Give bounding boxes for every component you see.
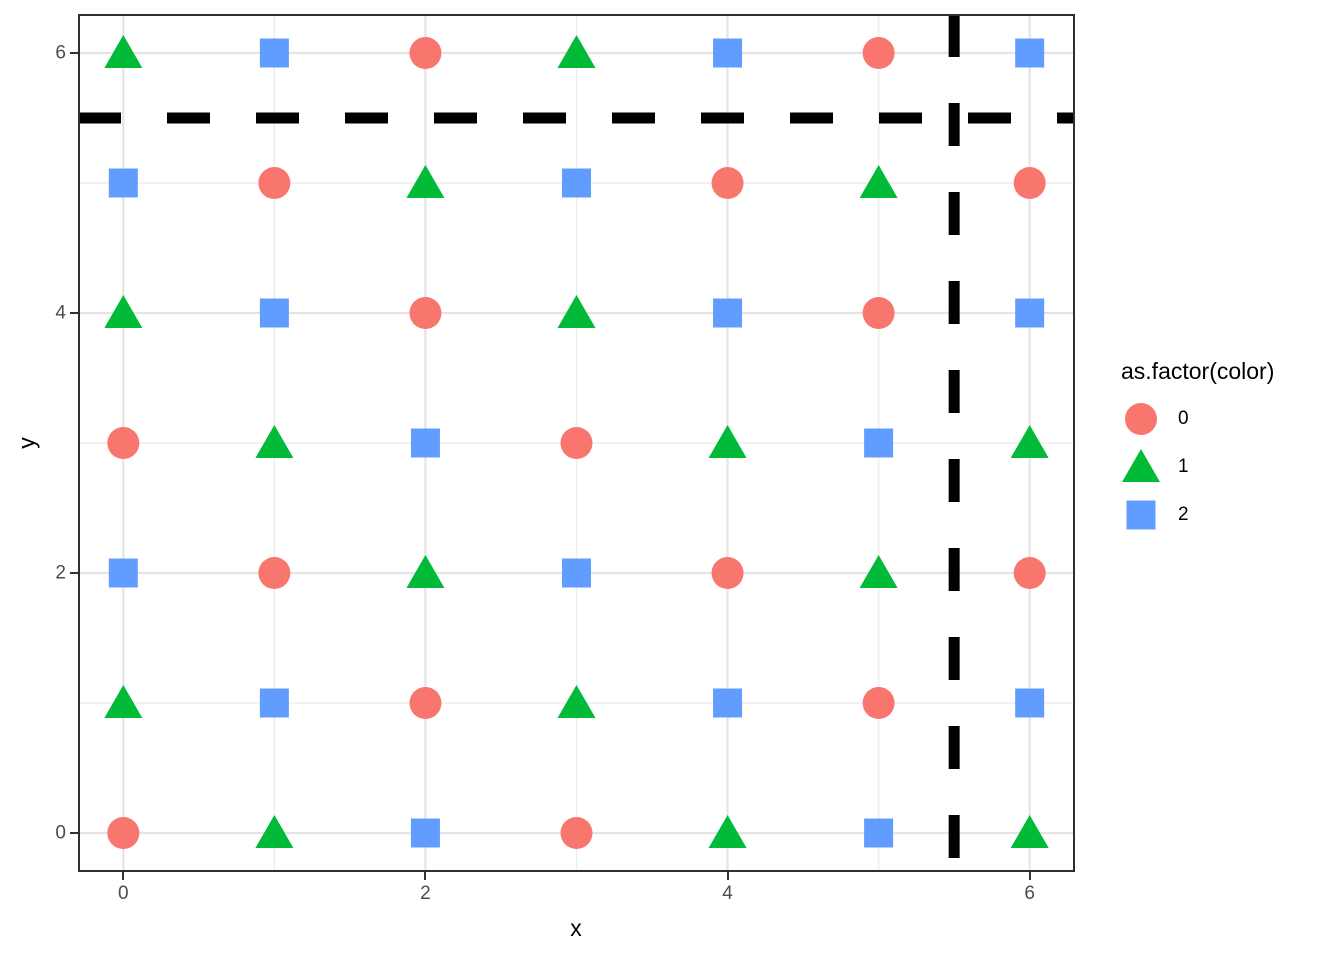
point-triangle [859, 555, 898, 588]
x-axis-title: x [570, 915, 582, 941]
point-circle [409, 687, 442, 719]
x-tick-label: 6 [1024, 883, 1035, 904]
y-tick-mark [70, 312, 78, 314]
point-triangle [557, 685, 596, 718]
point-circle [409, 297, 442, 329]
point-square [562, 168, 591, 198]
point-triangle [708, 425, 747, 458]
point-circle [107, 817, 140, 849]
point-triangle [406, 555, 445, 588]
x-tick-label: 4 [722, 883, 733, 904]
y-tick-label: 0 [55, 822, 66, 844]
point-triangle [1122, 449, 1160, 482]
point-triangle [255, 425, 294, 458]
dashed-reference-lines [78, 14, 1075, 872]
point-circle [1125, 403, 1157, 435]
legend-key-circle-icon [1125, 403, 1157, 435]
legend-entry: 1 [1121, 443, 1274, 491]
point-triangle [859, 165, 898, 198]
point-triangle [406, 165, 445, 198]
x-tick-label: 0 [118, 883, 129, 904]
point-triangle [557, 35, 596, 68]
point-square [410, 818, 440, 848]
x-tick-mark [726, 872, 729, 880]
point-circle [862, 297, 895, 329]
point-circle [862, 37, 895, 69]
panel-border [78, 14, 1075, 872]
point-circle [711, 167, 744, 199]
point-square [562, 558, 591, 588]
point-square [1015, 38, 1045, 68]
point-square [259, 38, 289, 68]
point-square [713, 298, 743, 328]
legend: as.factor(color) 0 1 2 [1121, 358, 1274, 539]
point-square [713, 38, 743, 68]
point-circle [560, 427, 593, 459]
plot-panel [78, 14, 1075, 872]
x-tick-mark [1028, 872, 1031, 880]
point-square [259, 298, 289, 328]
point-triangle [708, 815, 747, 848]
point-circle [862, 687, 895, 719]
point-square [1015, 298, 1045, 328]
y-tick-label: 4 [55, 302, 66, 324]
legend-entry: 0 [1121, 395, 1274, 443]
point-circle [560, 817, 593, 849]
x-tick-mark [424, 872, 427, 880]
point-square [713, 688, 743, 718]
point-square [864, 818, 894, 848]
point-square [108, 168, 138, 198]
point-circle [258, 557, 291, 589]
legend-title: as.factor(color) [1121, 358, 1275, 384]
point-circle [409, 37, 442, 69]
point-triangle [557, 295, 596, 328]
point-circle [258, 167, 291, 199]
legend-entry-label: 1 [1178, 456, 1189, 477]
point-triangle [104, 295, 143, 328]
point-circle [107, 427, 140, 459]
y-tick-label: 2 [55, 562, 66, 584]
point-square [1126, 500, 1156, 530]
point-square [259, 688, 289, 718]
legend-entry-label: 2 [1178, 504, 1189, 525]
legend-key-triangle-icon [1122, 449, 1160, 482]
legend-entry: 2 [1121, 491, 1274, 539]
point-triangle [1010, 815, 1049, 848]
point-square [108, 558, 138, 588]
point-square [410, 428, 440, 458]
x-tick-label: 2 [420, 883, 431, 904]
data-points [104, 35, 1049, 849]
y-tick-mark [70, 52, 78, 54]
point-triangle [255, 815, 294, 848]
point-triangle [104, 35, 143, 68]
y-tick-label: 6 [55, 42, 66, 64]
y-tick-mark [70, 832, 78, 834]
point-triangle [1010, 425, 1049, 458]
point-square [1015, 688, 1045, 718]
point-circle [711, 557, 744, 589]
y-tick-mark [70, 572, 78, 574]
legend-entry-label: 0 [1178, 408, 1189, 429]
x-tick-mark [122, 872, 125, 880]
point-circle [1013, 167, 1046, 199]
y-axis-title: y [13, 437, 40, 449]
legend-entries: 0 1 2 [1121, 395, 1274, 539]
point-square [864, 428, 894, 458]
point-triangle [104, 685, 143, 718]
legend-key-square-icon [1126, 500, 1156, 530]
point-circle [1013, 557, 1046, 589]
